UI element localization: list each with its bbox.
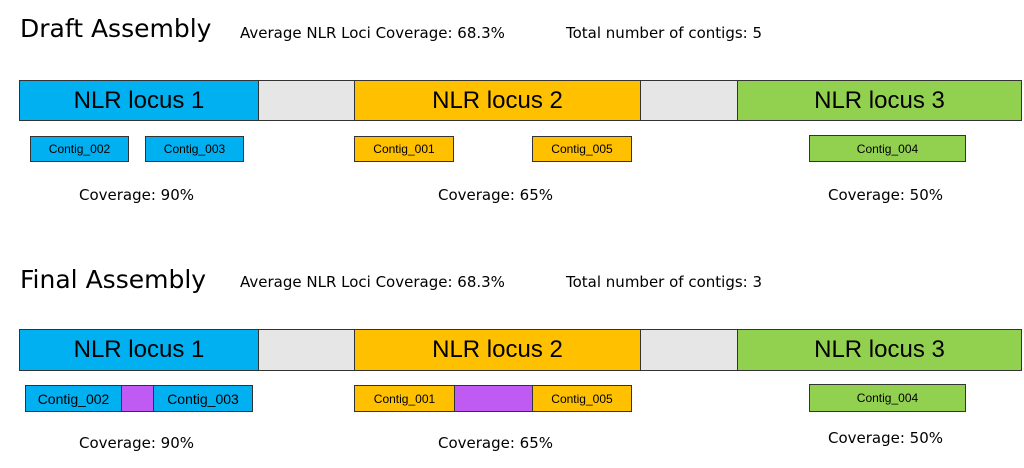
final-locus-2-label: NLR locus 2 [432,336,563,363]
draft-locus-2-label: NLR locus 2 [432,86,563,114]
final-contig-001: Contig_001 [354,385,455,412]
final-contig-004: Contig_004 [809,384,966,412]
draft-locus-3: NLR locus 3 [737,80,1022,121]
draft-contig-002: Contig_002 [30,136,129,162]
draft-locus-1: NLR locus 1 [19,80,259,121]
draft-locus-track: NLR locus 1 NLR locus 2 NLR locus 3 [19,80,1022,121]
final-coverage-locus-3: Coverage: 50% [828,429,944,447]
draft-contig-004: Contig_004 [809,135,966,162]
final-gap-2 [640,329,738,371]
final-locus-track: NLR locus 1 NLR locus 2 NLR locus 3 [19,329,1022,371]
final-contig-001-label: Contig_001 [373,391,436,406]
draft-locus-2: NLR locus 2 [354,80,641,121]
final-locus-1: NLR locus 1 [19,329,259,371]
draft-total-contigs: Total number of contigs: 5 [566,24,763,42]
draft-avg-coverage: Average NLR Loci Coverage: 68.3% [240,24,505,42]
final-coverage-locus-2: Coverage: 65% [438,434,554,452]
draft-coverage-locus-1: Coverage: 90% [79,186,195,204]
draft-contig-003-label: Contig_003 [163,142,226,156]
draft-contig-004-label: Contig_004 [856,141,919,156]
draft-contig-001-label: Contig_001 [373,142,435,156]
final-contig-003-label: Contig_003 [167,390,239,407]
final-locus-2: NLR locus 2 [354,329,641,371]
draft-contig-005-label: Contig_005 [551,142,613,156]
final-contig-004-label: Contig_004 [856,391,919,405]
draft-title: Draft Assembly [20,14,212,43]
final-contig-005: Contig_005 [532,385,632,412]
final-merge-filler-1 [121,385,154,412]
final-merge-filler-2 [454,385,533,412]
draft-contig-005: Contig_005 [532,136,632,162]
final-title: Final Assembly [20,265,207,294]
final-avg-coverage: Average NLR Loci Coverage: 68.3% [240,273,505,291]
draft-coverage-locus-2: Coverage: 65% [438,186,554,204]
draft-contig-003: Contig_003 [145,136,244,162]
final-contig-003: Contig_003 [153,385,253,412]
draft-gap-2 [640,80,738,121]
final-total-contigs: Total number of contigs: 3 [566,273,763,291]
draft-coverage-locus-3: Coverage: 50% [828,186,944,204]
final-contig-002: Contig_002 [25,385,122,412]
final-gap-1 [258,329,355,371]
final-locus-3-label: NLR locus 3 [814,336,945,363]
draft-gap-1 [258,80,355,121]
final-contig-002-label: Contig_002 [37,390,110,407]
final-contig-005-label: Contig_005 [551,391,613,406]
final-coverage-locus-1: Coverage: 90% [79,434,195,452]
draft-contig-001: Contig_001 [354,136,454,162]
draft-locus-3-label: NLR locus 3 [814,86,945,114]
draft-contig-002-label: Contig_002 [48,142,111,156]
final-locus-3: NLR locus 3 [737,329,1022,371]
draft-locus-1-label: NLR locus 1 [73,86,205,114]
final-locus-1-label: NLR locus 1 [73,336,205,363]
